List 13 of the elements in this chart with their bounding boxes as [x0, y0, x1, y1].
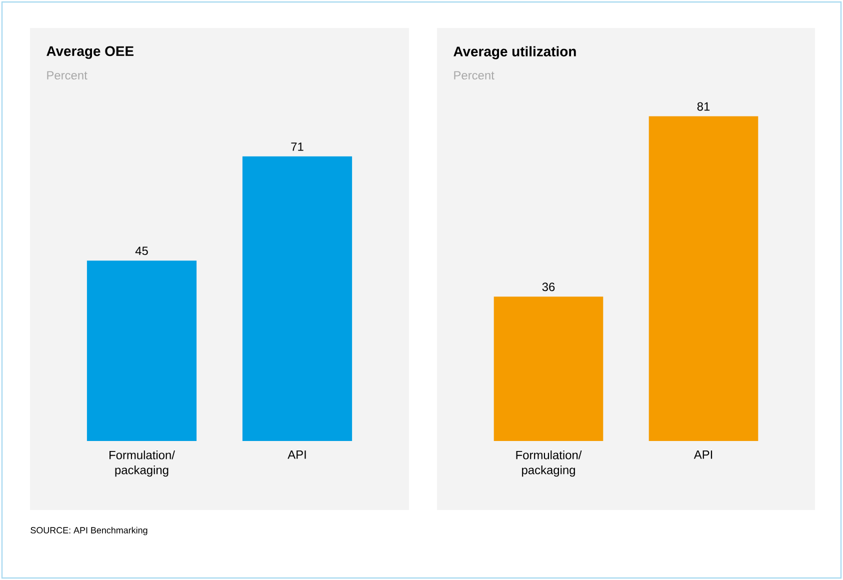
- source-note: SOURCE: API Benchmarking: [30, 526, 148, 536]
- x-tick-label: Formulation/ packaging: [110, 450, 175, 477]
- chart-title: Average OEE: [46, 46, 134, 59]
- x-tick-label: Formulation/ packaging: [516, 450, 582, 477]
- x-tick-label: API: [694, 450, 712, 459]
- chart-subtitle: Percent: [47, 71, 88, 80]
- x-tick-label: API: [288, 450, 306, 459]
- data-label: 36: [542, 282, 555, 292]
- data-label: 81: [697, 102, 710, 111]
- chart-title: Average utilization: [454, 46, 576, 60]
- data-label: 71: [291, 142, 304, 151]
- chart-subtitle: Percent: [454, 71, 494, 80]
- data-label: 45: [135, 246, 148, 256]
